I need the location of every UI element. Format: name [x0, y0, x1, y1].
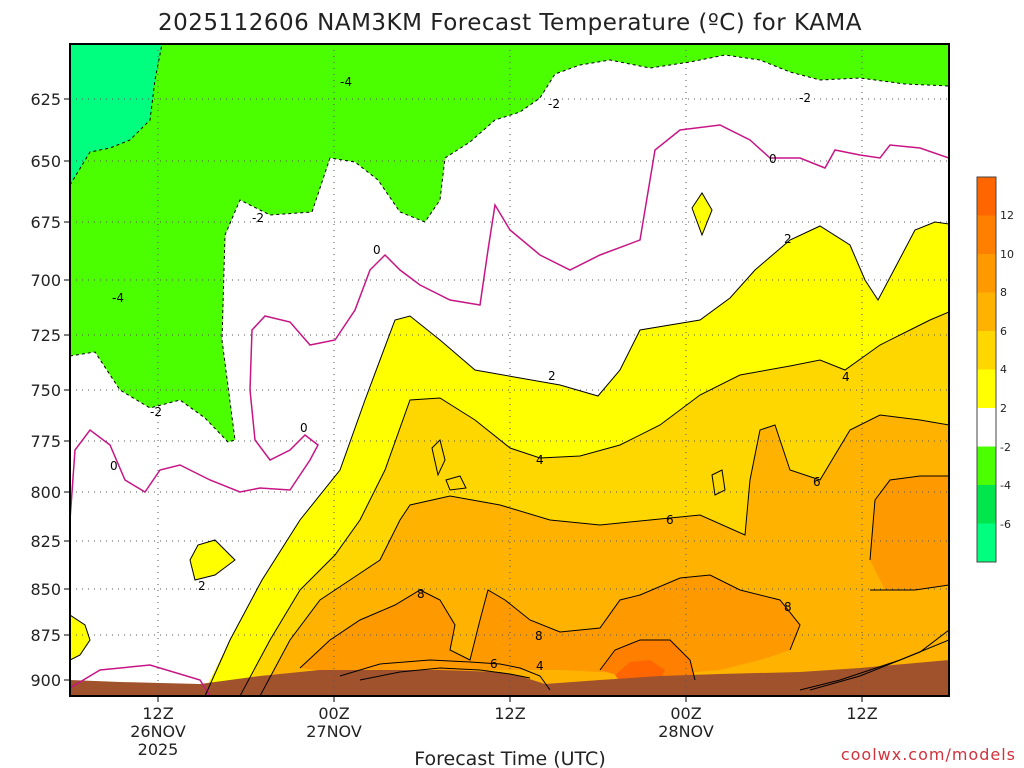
clabel-20: 8	[784, 600, 792, 614]
colorbar-swatch-gt12	[977, 177, 996, 216]
y-tick-label: 900	[30, 671, 61, 690]
colorbar-frame	[976, 176, 997, 563]
island-2-left	[190, 540, 235, 580]
colorbar-swatch-lt-m6	[977, 523, 996, 562]
clabel-7: 0	[373, 243, 381, 257]
x-tick-label: 00Z	[318, 704, 349, 723]
y-tick-label: 825	[30, 532, 61, 551]
band-8-10-right	[870, 476, 949, 590]
band-m4-m2	[70, 44, 949, 442]
clabel-9: 0	[300, 421, 308, 435]
colorbar-label: -4	[1000, 479, 1011, 492]
x-axis: 12Z 26NOV 2025 00Z 27NOV 12Z 00Z 28NOV 1…	[130, 696, 878, 759]
colorbar-label: 4	[1000, 363, 1007, 376]
clabel-14: 4	[536, 453, 544, 467]
colorbar-label: -6	[1000, 518, 1011, 531]
y-tick-label: 850	[30, 580, 61, 599]
y-tick-label: 675	[30, 213, 61, 232]
clabel-4: -2	[252, 211, 264, 225]
x-tick-year: 2025	[138, 740, 179, 759]
colorbar-swatch-6-8	[977, 292, 996, 331]
x-tick-date: 26NOV	[130, 722, 186, 741]
contours-negative	[70, 44, 949, 443]
clabel-1: -4	[340, 75, 352, 89]
x-tick-label: 12Z	[494, 704, 525, 723]
clabel-5: -4	[112, 291, 124, 305]
x-axis-label: Forecast Time (UTC)	[414, 748, 605, 768]
clabel-11: 2	[784, 232, 792, 246]
clabel-16: 6	[666, 513, 674, 527]
colorbar-label: 6	[1000, 325, 1007, 338]
colorbar-swatch-2-4	[977, 369, 996, 408]
clabel-22: 4	[536, 659, 544, 673]
clabel-15: 4	[842, 370, 850, 384]
y-tick-label: 750	[30, 381, 61, 400]
colorbar: 12 10 8 6 4 2 -2 -4 -6	[976, 176, 1014, 563]
terrain-ground	[70, 660, 949, 696]
x-tick-label: 12Z	[142, 704, 173, 723]
clabel-17: 6	[813, 475, 821, 489]
colorbar-label: 10	[1000, 248, 1014, 261]
y-tick-label: 775	[30, 432, 61, 451]
chart-title: 2025112606 NAM3KM Forecast Temperature (…	[158, 10, 862, 36]
y-tick-label: 725	[30, 326, 61, 345]
clabel-13: 2	[198, 579, 206, 593]
contour-labels: -4 -2 -2 -2 -4 -2 0 0 0 0 2 2 2 4 4 6 6 …	[110, 75, 850, 673]
grid	[70, 44, 949, 696]
contours-zero	[70, 124, 949, 696]
y-tick-label: 700	[30, 271, 61, 290]
credit-link[interactable]: coolwx.com/models	[841, 745, 1016, 764]
x-tick-date: 28NOV	[658, 722, 714, 741]
clabel-19: 8	[535, 629, 543, 643]
colorbar-swatch-8-10	[977, 254, 996, 293]
colorbar-label: 12	[1000, 209, 1014, 222]
clabel-3: -2	[799, 91, 811, 105]
clabel-8: 0	[769, 152, 777, 166]
colorbar-label: -2	[1000, 441, 1011, 454]
y-tick-label: 800	[30, 483, 61, 502]
colorbar-swatch-10-12	[977, 215, 996, 254]
clabel-2: -2	[548, 97, 560, 111]
y-tick-label: 650	[30, 152, 61, 171]
colorbar-label: 8	[1000, 286, 1007, 299]
clabel-21: 6	[490, 657, 498, 671]
x-tick-label: 12Z	[846, 704, 877, 723]
island-2-topright	[692, 193, 712, 235]
colorbar-swatch-4-6	[977, 331, 996, 370]
colorbar-swatch-m2-2	[977, 408, 996, 447]
clabel-10: 0	[110, 459, 118, 473]
y-tick-label: 875	[30, 626, 61, 645]
y-axis: 625 650 675 700 725 750 775 800 825 850 …	[30, 90, 70, 690]
colorbar-swatch-m4-m2	[977, 446, 996, 485]
band-lt-m6	[70, 44, 162, 185]
x-tick-date: 27NOV	[306, 722, 362, 741]
clabel-18: 8	[417, 587, 425, 601]
clabel-6: -2	[150, 405, 162, 419]
clabel-12: 2	[548, 369, 556, 383]
contours-positive	[70, 192, 949, 696]
colorbar-swatch-m6-m4	[977, 485, 996, 524]
x-tick-label: 00Z	[670, 704, 701, 723]
y-tick-label: 625	[30, 90, 61, 109]
colorbar-label: 2	[1000, 402, 1007, 415]
plot-area: -4 -2 -2 -2 -4 -2 0 0 0 0 2 2 2 4 4 6 6 …	[70, 44, 949, 696]
